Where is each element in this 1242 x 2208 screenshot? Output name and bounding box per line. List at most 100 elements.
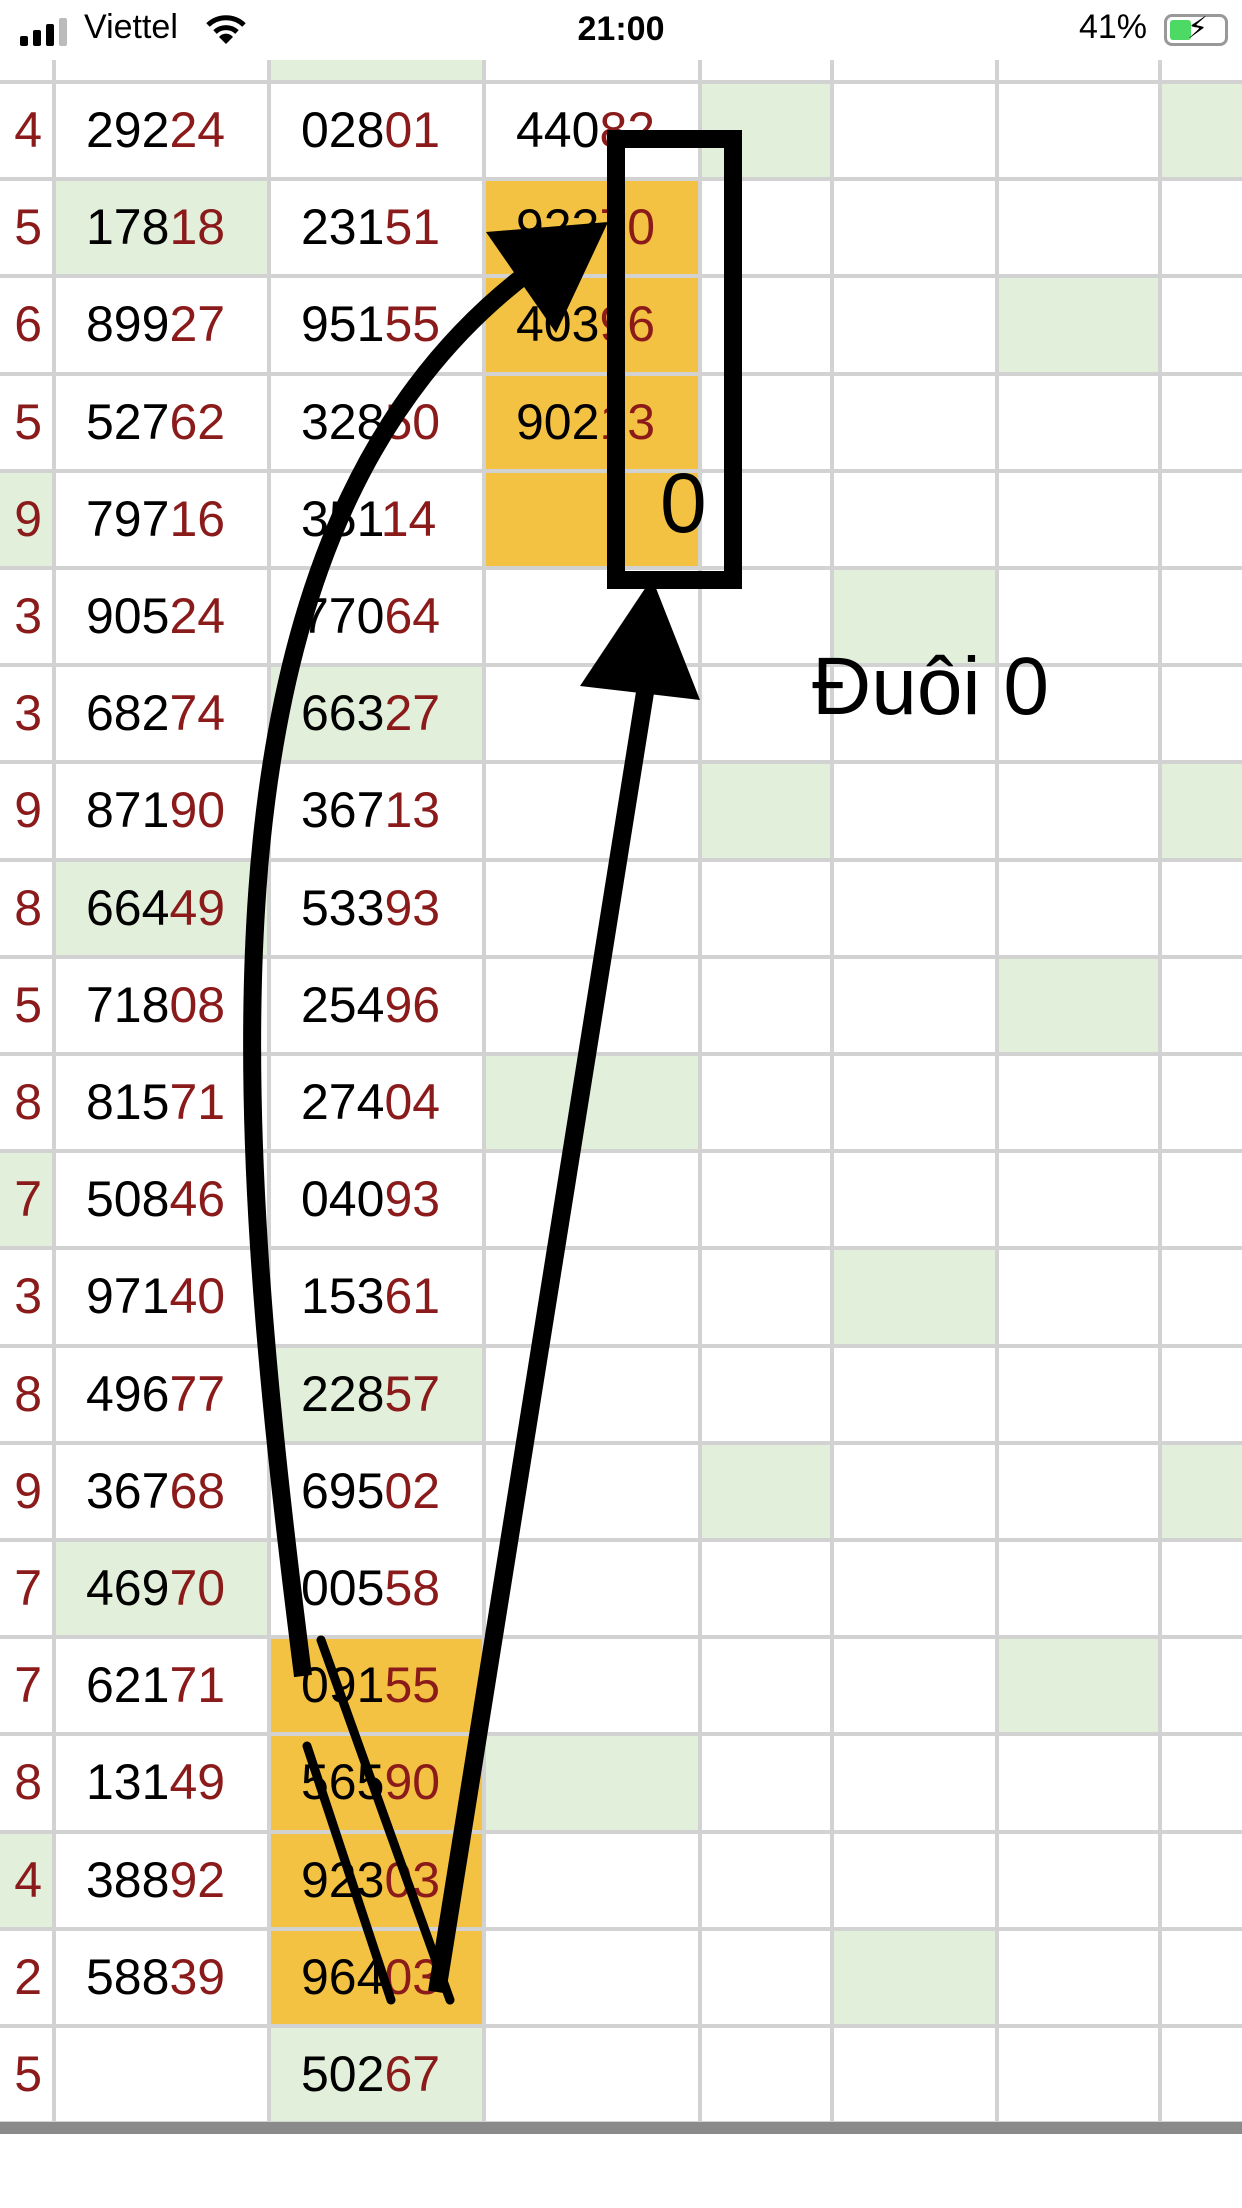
number-tail: 9: [14, 490, 42, 547]
grid-line: [0, 1926, 1242, 1931]
table-cell: 4: [0, 82, 54, 179]
number-tail: 71: [169, 1657, 226, 1714]
grid-line: [698, 60, 702, 2132]
number-tail: 8: [14, 879, 42, 936]
number-tail: 96: [384, 976, 441, 1033]
number-prefix: 871: [86, 782, 170, 839]
number-tail: 7: [14, 1657, 42, 1714]
wifi-icon: [206, 15, 246, 44]
table-cell: 66449: [54, 859, 269, 957]
grid-line: [0, 1052, 1242, 1056]
number-tail: 39: [169, 1948, 226, 2005]
grid-line: [0, 1538, 1242, 1542]
number-tail: 3: [14, 685, 42, 742]
number-tail: 8: [14, 1754, 42, 1811]
number-prefix: 905: [86, 588, 170, 644]
number-tail: 27: [169, 296, 226, 353]
number-prefix: 718: [86, 976, 170, 1033]
number-tail: 2: [14, 1948, 42, 2005]
number-prefix: 274: [301, 1074, 385, 1130]
number-tail: 92: [169, 1851, 226, 1908]
table-cell: 5: [0, 2026, 54, 2123]
pen-stroke: [316, 1635, 455, 2005]
table-cell: 2: [0, 1929, 54, 2026]
number-tail: 68: [169, 1462, 226, 1519]
grid-line: [52, 60, 56, 2132]
table-cell: 7: [0, 1540, 54, 1637]
number-tail: 46: [169, 1171, 226, 1228]
table-cell: 81571: [54, 1054, 269, 1151]
grid-line: [482, 60, 486, 2132]
number-tail: 02: [384, 1462, 441, 1519]
number-tail: 18: [169, 199, 226, 256]
number-tail: 93: [384, 879, 441, 936]
number-prefix: 663: [301, 685, 385, 742]
number-prefix: 131: [86, 1754, 170, 1811]
number-tail: 55: [384, 296, 441, 353]
grid-line: [0, 954, 1242, 959]
number-prefix: 502: [301, 2046, 385, 2102]
table-cell: 13149: [54, 1734, 269, 1831]
clock: 21:00: [577, 10, 665, 48]
number-tail: 24: [169, 102, 226, 158]
table-cell: 36713: [269, 762, 484, 859]
number-tail: 40: [169, 1268, 226, 1325]
number-prefix: 254: [301, 976, 385, 1033]
table-cell: 8: [0, 1734, 54, 1831]
table-cell: [700, 762, 832, 860]
number-prefix: 527: [86, 393, 170, 450]
number-tail: 27: [384, 685, 441, 742]
straight-arrowhead-icon: [580, 578, 700, 700]
straight-arrow-line: [428, 678, 656, 1994]
table-cell: 7: [0, 1637, 54, 1734]
table-cell: 27404: [269, 1054, 484, 1151]
grid-line: [0, 1635, 1242, 1640]
number-prefix: 964: [301, 1948, 385, 2005]
table-cell: 97140: [54, 1248, 269, 1345]
table-cell: 49677: [54, 1346, 269, 1443]
number-prefix: 899: [86, 296, 170, 353]
header-cell: [269, 60, 484, 82]
table-cell: 09155: [269, 1637, 484, 1735]
table-cell: 52762: [54, 374, 269, 471]
table-cell: [832, 1928, 997, 2026]
table-cell: 3: [0, 568, 54, 665]
number-prefix: 178: [86, 199, 170, 256]
grid-line: [0, 80, 1242, 84]
table-cell: 58839: [54, 1929, 269, 2026]
table-cell: 89927: [54, 276, 269, 373]
table-cell: 71808: [54, 957, 269, 1054]
table-cell: 95155: [269, 276, 484, 373]
number-tail: 5: [14, 976, 42, 1033]
number-prefix: 469: [86, 1560, 170, 1616]
number-tail: 93: [384, 1171, 441, 1228]
number-prefix: 682: [86, 685, 170, 742]
table-cell: 8: [0, 860, 54, 957]
number-prefix: 695: [301, 1462, 385, 1519]
number-prefix: 621: [86, 1657, 170, 1714]
table-cell: 3: [0, 665, 54, 762]
number-prefix: 508: [86, 1171, 170, 1228]
number-tail: 8: [14, 1074, 42, 1130]
number-prefix: 292: [86, 102, 170, 158]
table-cell: 00558: [269, 1540, 484, 1637]
number-tail: 71: [169, 1074, 226, 1130]
battery-percent: 41%: [1078, 8, 1147, 46]
number-tail: 8: [14, 1365, 42, 1422]
table-cell: 87190: [54, 762, 269, 859]
number-prefix: 951: [301, 296, 385, 353]
table-cell: 9: [0, 470, 54, 568]
table-cell: 3: [0, 1248, 54, 1345]
table-cell: [700, 1442, 832, 1540]
number-prefix: 588: [86, 1948, 170, 2005]
table-cell: 46970: [54, 1540, 269, 1638]
number-prefix: 028: [301, 102, 385, 158]
number-tail: 5: [14, 2046, 42, 2102]
table-cell: [1160, 762, 1242, 860]
grid-line: [0, 1149, 1242, 1154]
table-cell: 53393: [269, 860, 484, 957]
number-tail: 5: [14, 199, 42, 256]
table-cell: 50846: [54, 1151, 269, 1248]
number-tail: 57: [384, 1365, 441, 1422]
